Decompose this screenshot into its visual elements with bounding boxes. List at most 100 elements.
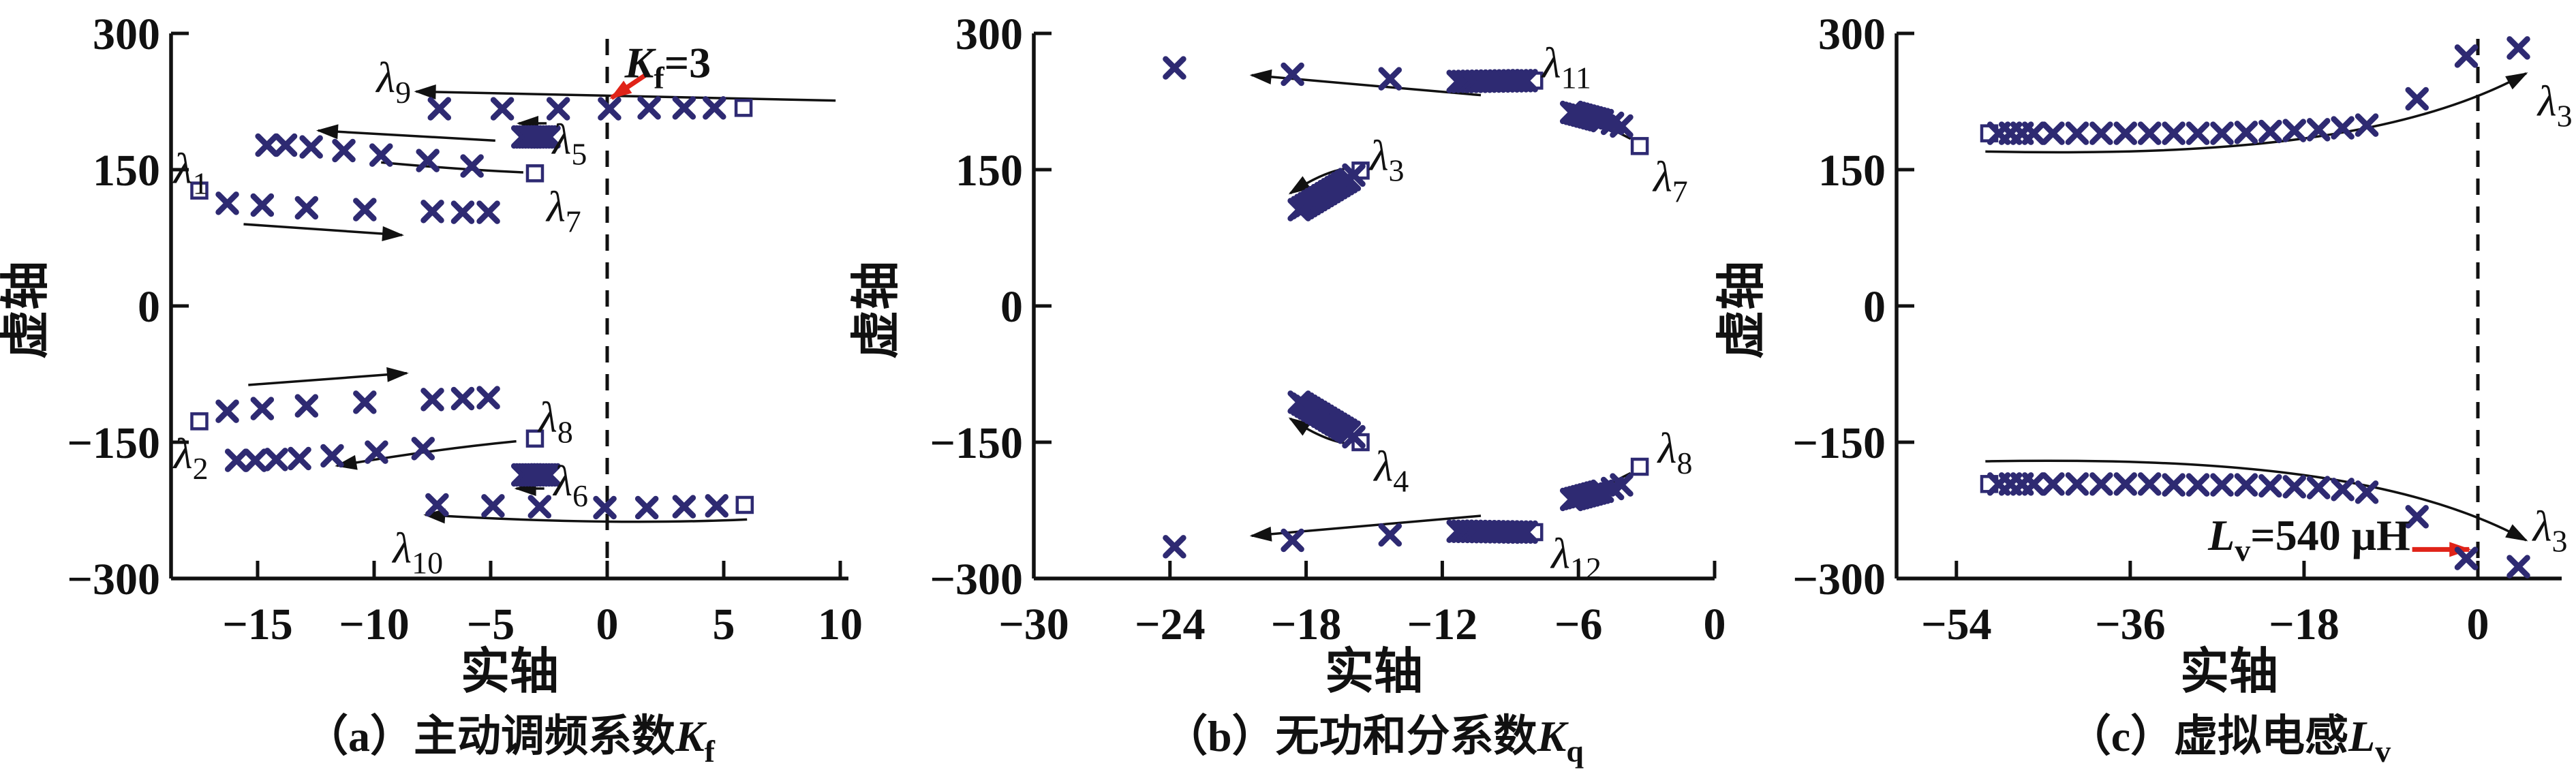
eigenvalue-x-marker [2041,121,2065,145]
lambda-label: λ8 [537,393,573,450]
eigenvalue-x-marker [2282,475,2307,499]
y-tick-label: −150 [1792,418,1886,468]
eigenvalue-x-marker [2065,472,2089,496]
locus-arrow-line [248,367,409,386]
locus-arrow-line [423,508,748,524]
eigenvalue-x-marker [299,135,323,159]
eigenvalue-x-marker [294,196,319,220]
eigenvalue-x-marker [1378,523,1402,547]
eigenvalue-x-marker [2282,119,2307,142]
endpoint-square-marker [1351,161,1370,180]
eigenvalue-x-marker [2041,472,2065,496]
eigenvalue-x-marker [250,193,275,217]
endpoint-square-marker [1525,523,1544,542]
lambda-label: λ7 [545,182,581,238]
lambda-label: λ6 [552,457,588,513]
eigenvalue-x-marker [1281,62,1304,87]
eigenvalue-x-marker [353,390,377,414]
eigenvalue-x-marker [2258,474,2282,498]
eigenvalue-x-marker [2405,505,2429,529]
x-tick-label: 0 [2467,600,2489,649]
x-tick-label: −36 [2095,600,2166,649]
eigenvalue-x-marker [288,446,311,471]
eigenvalue-x-marker [546,97,570,121]
x-tick-label: 5 [713,600,735,649]
eigenvalue-x-marker [264,448,288,472]
locus-arrow-line [1985,72,2528,154]
eigenvalue-x-marker [2506,36,2530,60]
lambda-label: λ8 [1657,424,1693,480]
subplot-caption: （c）虚拟电感Lv [2068,712,2391,769]
eigenvalue-x-marker [2137,121,2162,145]
lambda-label: λ3 [2536,77,2573,134]
eigenvalue-x-marker [320,444,344,468]
lambda-label: λ10 [391,524,443,581]
lambda-label: λ4 [1373,442,1409,499]
eigenvalue-x-marker [450,386,475,411]
eigenvalue-x-marker [537,463,561,487]
y-tick-label: 150 [93,146,160,196]
endpoint-square-marker [190,181,209,200]
y-tick-label: 300 [955,10,1023,59]
eigenvalue-x-marker [598,97,622,121]
x-tick-label: −6 [1554,600,1603,649]
endpoint-square-marker [1351,433,1370,452]
subplot-caption: （a）主动调频系数Kf [305,712,716,769]
eigenvalue-x-marker [481,494,505,518]
eigenvalue-x-marker [2186,473,2210,497]
eigenvalue-x-marker [672,495,696,519]
endpoint-square-marker [190,412,209,431]
eigenvalue-x-marker [705,494,729,518]
eigenvalue-x-marker [243,448,267,472]
eigenvalue-x-marker [1281,528,1304,553]
x-tick-label: −18 [1271,600,1342,649]
lambda-label: λ5 [551,115,587,172]
x-axis-title: 实轴 [461,645,559,699]
locus-arrow-line [414,84,836,102]
eigenvalue-x-marker [224,448,249,472]
x-tick-label: 0 [1704,600,1726,649]
lambda-label: λ9 [375,53,411,110]
red-annotation-arrow [609,71,649,100]
eigenvalue-x-marker [1163,56,1186,80]
eigenvalue-x-marker [369,143,393,167]
eigenvalue-x-marker [460,154,484,178]
x-tick-label: 10 [818,600,863,649]
endpoint-square-marker [1980,124,1999,142]
y-tick-label: −150 [930,418,1023,468]
eigenvalue-x-marker [2089,472,2113,496]
endpoint-square-marker [734,99,753,117]
endpoint-square-marker [525,429,545,448]
y-tick-label: −300 [1792,555,1886,604]
eigenvalue-x-marker [273,133,298,157]
eigenvalue-x-marker [2113,472,2138,496]
endpoint-square-marker [1525,72,1544,90]
eigenvalue-x-marker [1600,476,1625,501]
eigenvalue-x-marker [527,495,552,519]
eigenvalue-x-marker [490,97,515,121]
y-tick-label: 300 [1818,10,1886,59]
eigenvalue-x-marker [215,191,239,215]
eigenvalue-x-marker [2454,44,2479,68]
locus-arrow-line [1249,514,1482,542]
y-axis-title: 虚轴 [1715,261,1769,359]
eigenvalue-x-marker [2331,116,2355,140]
y-axis-title: 虚轴 [0,261,53,359]
eigenvalue-x-marker [2355,113,2379,137]
eigenvalue-x-marker [2506,555,2530,578]
endpoint-square-marker [735,495,754,514]
y-tick-label: 300 [93,10,160,59]
eigenvalue-x-marker [2113,121,2138,145]
eigenvalue-x-marker [2089,121,2113,145]
eigenvalue-x-marker [476,386,500,410]
x-axis-title: 实轴 [2180,645,2278,699]
y-axis-title: 虚轴 [849,261,904,359]
eigenvalue-x-marker [420,388,444,412]
eigenvalue-x-marker [255,133,279,157]
endpoint-square-marker [1980,475,1999,493]
x-tick-label: −15 [222,600,293,649]
eigenvalue-x-marker [2355,480,2379,504]
